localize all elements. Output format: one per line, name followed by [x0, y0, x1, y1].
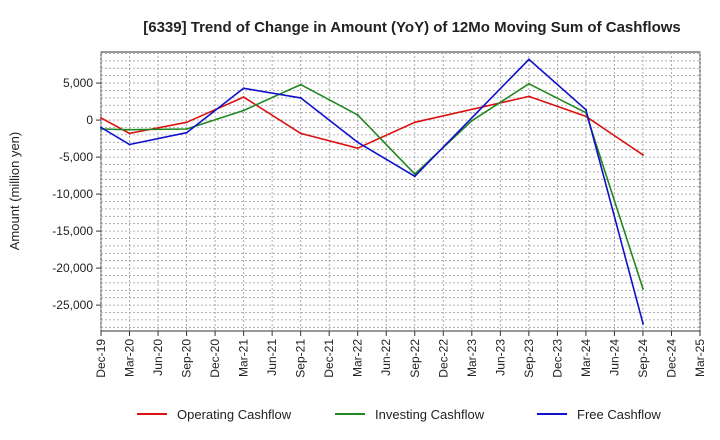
y-tick-label: -5,000	[59, 150, 93, 164]
investing-cashflow-point	[128, 128, 131, 131]
operating-cashflow-point	[413, 121, 416, 124]
free-cashflow-point	[642, 322, 644, 325]
y-tick-label: -15,000	[52, 224, 93, 238]
x-tick-label: Dec-19	[94, 339, 108, 378]
investing-cashflow-point	[356, 113, 359, 116]
y-axis-ticks: 5,000 0 -5,000 -10,000 -15,000 -20,000 -25,000	[52, 76, 101, 312]
operating-cashflow-point	[527, 95, 530, 98]
x-axis-ticks: Dec-19 Mar-20 Jun-20 Sep-20 Dec-20 Mar-21 Jun-…	[94, 331, 707, 378]
investing-cashflow-point	[242, 109, 245, 112]
x-tick-label: Mar-21	[237, 339, 251, 377]
free-cashflow-point	[100, 126, 102, 129]
free-cashflow-point	[128, 143, 131, 146]
x-tick-label: Jun-24	[607, 339, 621, 376]
investing-cashflow-point	[413, 173, 416, 176]
x-tick-label: Jun-23	[493, 339, 507, 376]
operating-cashflow-legend-label: Operating Cashflow	[177, 407, 292, 422]
operating-cashflow-point	[185, 121, 188, 124]
x-tick-label: Mar-20	[123, 339, 137, 377]
investing-cashflow-point	[470, 119, 473, 122]
operating-cashflow-point	[642, 153, 644, 156]
x-tick-label: Dec-24	[664, 339, 678, 378]
y-tick-label: -25,000	[52, 298, 93, 312]
free-cashflow-point	[185, 131, 188, 134]
investing-cashflow-point	[527, 82, 530, 85]
x-tick-label: Sep-20	[180, 339, 194, 378]
x-tick-label: Dec-22	[436, 339, 450, 378]
operating-cashflow-point	[356, 147, 359, 150]
x-tick-label: Mar-24	[579, 339, 593, 377]
investing-cashflow-point	[185, 128, 188, 130]
free-cashflow-legend-label: Free Cashflow	[577, 407, 661, 422]
free-cashflow-point	[584, 108, 587, 111]
operating-cashflow-line	[100, 95, 644, 156]
x-tick-label: Dec-20	[208, 339, 222, 378]
legend: Operating Cashflow Investing Cashflow Free…	[137, 407, 661, 422]
operating-cashflow-point	[242, 96, 245, 99]
x-tick-label: Dec-21	[322, 339, 336, 378]
x-tick-label: Mar-25	[693, 339, 707, 377]
free-cashflow-line	[100, 58, 644, 324]
free-cashflow-point	[356, 141, 359, 144]
operating-cashflow-point	[299, 132, 302, 135]
x-tick-label: Sep-22	[408, 339, 422, 378]
investing-cashflow-point	[299, 83, 302, 86]
plot-area	[100, 51, 701, 332]
grid-lines	[100, 52, 701, 331]
series-lines	[100, 58, 644, 325]
x-tick-label: Sep-21	[294, 339, 308, 378]
x-tick-label: Dec-23	[550, 339, 564, 378]
x-tick-label: Jun-21	[265, 339, 279, 376]
y-tick-label: -10,000	[52, 187, 93, 201]
x-tick-label: Jun-22	[379, 339, 393, 376]
operating-cashflow-point	[128, 132, 131, 135]
x-tick-label: Mar-23	[465, 339, 479, 377]
free-cashflow-point	[527, 58, 530, 61]
x-tick-label: Mar-22	[351, 339, 365, 377]
free-cashflow-point	[242, 87, 245, 90]
y-tick-label: -20,000	[52, 261, 93, 275]
investing-cashflow-legend-label: Investing Cashflow	[375, 407, 485, 422]
y-axis-label: Amount (million yen)	[7, 132, 22, 251]
x-tick-label: Sep-24	[636, 339, 650, 378]
x-tick-label: Sep-23	[522, 339, 536, 378]
x-tick-label: Jun-20	[151, 339, 165, 376]
free-cashflow-point	[299, 96, 302, 99]
operating-cashflow-point	[100, 116, 102, 119]
free-cashflow-point	[413, 175, 416, 178]
chart-title: [6339] Trend of Change in Amount (YoY) o…	[143, 19, 681, 36]
investing-cashflow-point	[642, 287, 644, 290]
y-tick-label: 0	[86, 113, 93, 127]
y-tick-label: 5,000	[63, 76, 93, 90]
